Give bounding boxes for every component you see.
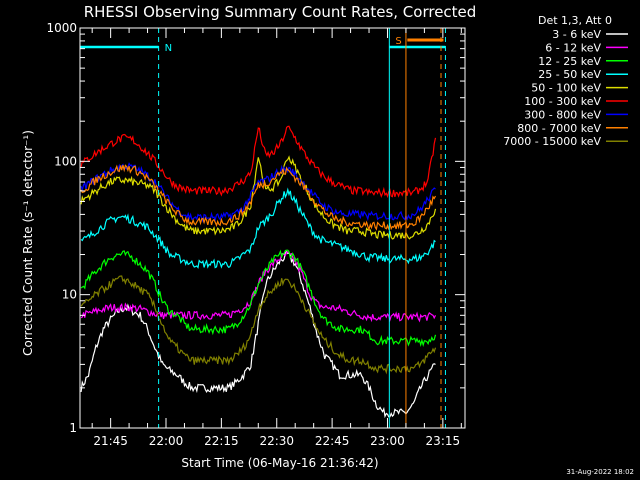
series-line-2	[80, 249, 437, 348]
axes-layer: 1 10 100 1000 21:45 22:00 22:15 22:30 22:45 23:00…	[46, 21, 466, 448]
y-tick-label: 100	[54, 154, 77, 168]
annotation-layer: NS	[80, 28, 446, 428]
y-tick-label: 1000	[46, 21, 77, 35]
plot-frame	[79, 27, 466, 429]
series-line-6	[80, 162, 436, 224]
y-axis-label: Corrected Count Rate (s⁻¹ detector⁻¹)	[21, 130, 35, 356]
x-tick-label: 22:45	[315, 434, 350, 448]
series-line-3	[80, 187, 436, 269]
series-line-8	[80, 275, 437, 375]
x-axis-label: Start Time (06-May-16 21:36:42)	[181, 456, 378, 470]
x-tick-label: 22:00	[149, 434, 184, 448]
legend-title: Det 1,3, Att 0	[538, 14, 612, 27]
legend-label-3: 25 - 50 keV	[538, 68, 601, 81]
series-line-7	[80, 164, 437, 232]
series-line-4	[80, 155, 437, 240]
legend-label-1: 6 - 12 keV	[545, 41, 601, 54]
series-layer	[80, 125, 437, 419]
footer-date: 31-Aug-2022 18:02	[566, 468, 634, 476]
night-label: N	[165, 43, 172, 54]
x-tick-label: 21:45	[93, 434, 128, 448]
legend-label-2: 12 - 25 keV	[538, 55, 601, 68]
saa-label: S	[395, 36, 401, 47]
x-tick-label: 23:15	[426, 434, 461, 448]
legend-label-7: 800 - 7000 keV	[517, 122, 601, 135]
legend-label-8: 7000 - 15000 keV	[503, 135, 601, 148]
x-tick-label: 22:15	[204, 434, 239, 448]
legend-label-0: 3 - 6 keV	[552, 28, 601, 41]
legend-label-6: 300 - 800 keV	[524, 108, 601, 121]
y-tick-label: 10	[62, 288, 77, 302]
series-line-5	[80, 125, 437, 199]
y-tick-label: 1	[69, 421, 77, 435]
series-line-0	[80, 250, 436, 419]
legend-label-4: 50 - 100 keV	[531, 82, 601, 95]
x-tick-label: 23:00	[370, 434, 405, 448]
x-tick-label: 22:30	[259, 434, 294, 448]
legend-label-5: 100 - 300 keV	[524, 95, 601, 108]
chart-title: RHESSI Observing Summary Count Rates, Co…	[84, 3, 477, 21]
